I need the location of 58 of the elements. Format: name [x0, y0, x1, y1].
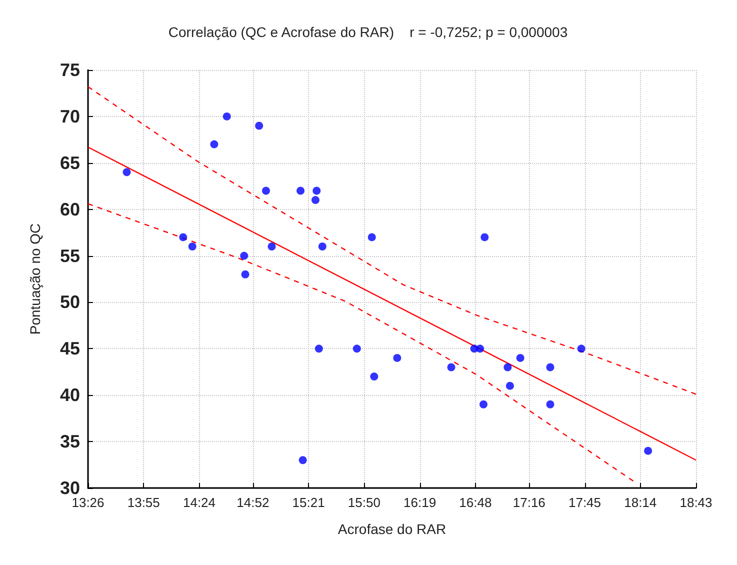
point [241, 270, 250, 278]
x-tick-label: 13:26 [72, 495, 104, 510]
point [311, 196, 320, 204]
x-tick-label: 17:45 [568, 495, 602, 510]
point [504, 363, 512, 372]
y-tick-label: 30 [60, 478, 80, 498]
y-tick-label: 45 [60, 338, 80, 359]
point [480, 233, 489, 242]
y-tick-label: 60 [60, 199, 80, 220]
x-tick-label: 15:21 [292, 495, 325, 510]
y-tick-label: 50 [60, 292, 80, 312]
point [179, 233, 188, 242]
x-tick-label: 14:24 [182, 495, 216, 510]
point [255, 122, 264, 130]
point [546, 400, 554, 408]
point [393, 354, 402, 362]
point [479, 400, 488, 408]
x-axis-title: Acrofase do RAR [338, 521, 446, 537]
point [447, 363, 456, 372]
point [268, 242, 276, 250]
y-tick-label: 35 [60, 432, 80, 452]
point [312, 186, 321, 195]
point [506, 382, 514, 390]
line-series [87, 86, 697, 395]
x-tick-label: 16:19 [404, 495, 436, 510]
y-tick-label: 70 [60, 106, 80, 126]
y-tick-label: 55 [60, 246, 80, 266]
y-axis-title: Pontuação no QC [27, 223, 43, 335]
point [577, 344, 586, 353]
x-tick-label: 18:43 [680, 495, 712, 510]
point [368, 233, 376, 242]
x-tick-label: 14:52 [236, 495, 270, 510]
y-tick-label: 75 [60, 60, 80, 80]
point [222, 112, 231, 120]
y-tick-label: 65 [60, 152, 80, 173]
point [240, 252, 248, 260]
point [210, 140, 218, 148]
point [314, 344, 323, 353]
point [318, 242, 326, 250]
x-tick-label: 16:48 [459, 495, 492, 510]
x-tick-label: 15:50 [348, 495, 380, 510]
line-series [87, 203, 636, 484]
chart-title: Correlação (QC e Acrofase do RAR) r = -0,7252; p = 0,000003 [168, 24, 568, 40]
x-tick-label: 13:55 [127, 495, 160, 510]
point [516, 354, 524, 362]
x-tick-label: 17:16 [512, 495, 546, 510]
x-tick-label: 18:14 [624, 495, 657, 510]
point [262, 186, 270, 195]
point [296, 186, 305, 195]
point [370, 372, 378, 381]
point [352, 344, 361, 353]
point [644, 446, 652, 455]
point [546, 363, 554, 372]
point [188, 242, 196, 250]
point [476, 344, 484, 353]
point [122, 168, 131, 176]
y-tick-label: 40 [60, 385, 80, 406]
point [298, 456, 307, 464]
